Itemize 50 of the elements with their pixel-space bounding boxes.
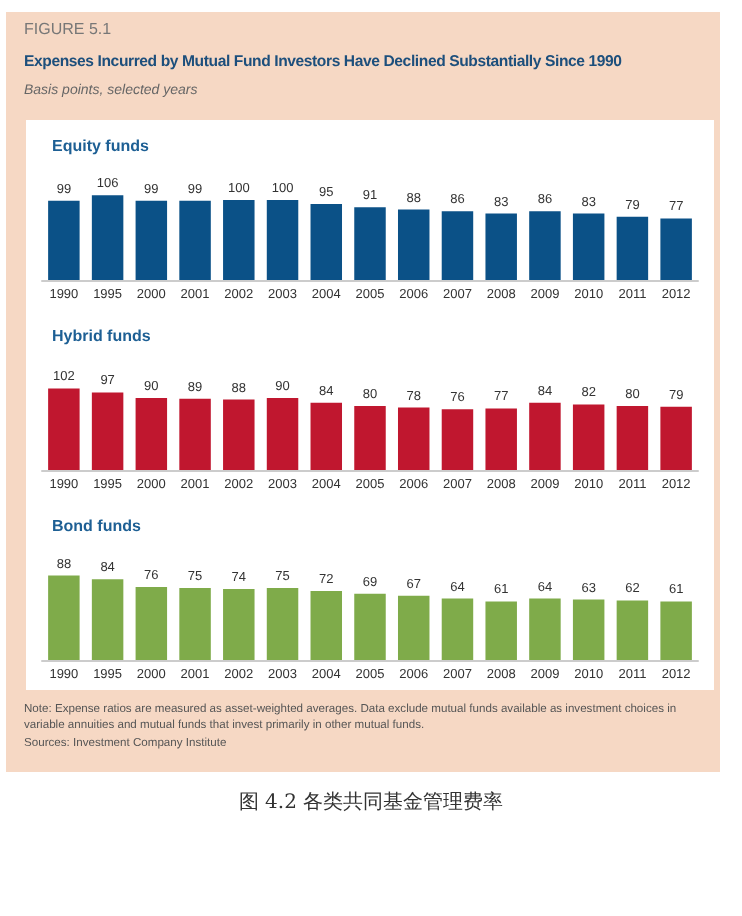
bar [441, 598, 474, 660]
bar [223, 200, 255, 280]
bar [616, 216, 649, 280]
bar [310, 204, 343, 280]
bar [485, 213, 517, 280]
bar [48, 388, 80, 470]
bar [135, 587, 168, 660]
bar [397, 407, 430, 470]
bar [266, 398, 299, 470]
bar [572, 599, 605, 660]
bar [223, 588, 255, 660]
chart-title: Bond funds [52, 517, 142, 535]
bar [91, 579, 124, 660]
caption: 图 4.2 各类共同基金管理费率 [236, 789, 506, 816]
bar [572, 404, 605, 470]
bar [397, 595, 430, 660]
bar [91, 195, 124, 280]
caption: FIGURE 5.1 [24, 20, 112, 38]
bar [529, 598, 561, 660]
bar [354, 406, 386, 470]
bar [616, 600, 649, 660]
bar [660, 218, 692, 280]
chart-title: Hybrid funds [52, 327, 152, 345]
bar [48, 200, 80, 280]
bar [310, 402, 343, 470]
bar [179, 588, 211, 660]
bar [485, 408, 517, 470]
bar [660, 601, 692, 660]
bar [397, 209, 430, 280]
bar [223, 399, 255, 470]
bar [354, 593, 386, 660]
bar [266, 200, 299, 280]
bar [179, 398, 211, 470]
bar [441, 211, 474, 280]
bar [660, 406, 692, 470]
bar [572, 213, 605, 280]
bar [529, 211, 561, 280]
bar [616, 406, 649, 470]
bar [179, 200, 211, 280]
bar [266, 588, 299, 660]
bar [310, 590, 343, 660]
bar [48, 575, 80, 660]
bar [441, 409, 474, 470]
bar [485, 601, 517, 660]
bar [91, 392, 124, 470]
bar [135, 398, 168, 470]
bar [354, 207, 386, 280]
bar [529, 402, 561, 470]
chart-title: Equity funds [52, 137, 150, 155]
bar [135, 200, 168, 280]
